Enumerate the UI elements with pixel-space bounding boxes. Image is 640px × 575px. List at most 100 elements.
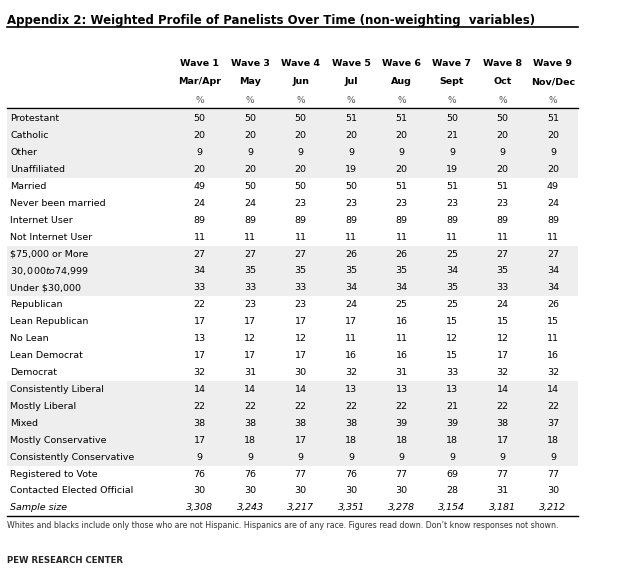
- Text: 11: 11: [446, 232, 458, 242]
- Text: 16: 16: [547, 351, 559, 360]
- Text: 18: 18: [345, 436, 357, 444]
- Text: 30: 30: [396, 486, 408, 496]
- Text: 89: 89: [244, 216, 256, 225]
- Text: 22: 22: [244, 402, 256, 411]
- Text: 89: 89: [446, 216, 458, 225]
- Text: 13: 13: [345, 385, 357, 394]
- Text: 9: 9: [399, 453, 404, 462]
- Text: 23: 23: [396, 199, 408, 208]
- Text: 22: 22: [396, 402, 408, 411]
- Bar: [7, 381, 578, 398]
- Text: 9: 9: [550, 453, 556, 462]
- Text: Married: Married: [10, 182, 47, 191]
- Text: 19: 19: [345, 165, 357, 174]
- Text: 27: 27: [194, 250, 205, 259]
- Text: 12: 12: [497, 334, 508, 343]
- Bar: [7, 161, 578, 178]
- Text: 9: 9: [499, 148, 506, 157]
- Text: 76: 76: [244, 470, 256, 478]
- Text: 20: 20: [497, 131, 508, 140]
- Text: 18: 18: [396, 436, 408, 444]
- Text: 33: 33: [294, 283, 307, 292]
- Text: %: %: [447, 97, 456, 105]
- Text: 51: 51: [345, 114, 357, 123]
- Text: 25: 25: [446, 250, 458, 259]
- Text: 9: 9: [247, 148, 253, 157]
- Text: 9: 9: [196, 453, 203, 462]
- Text: 31: 31: [396, 368, 408, 377]
- Text: 77: 77: [547, 470, 559, 478]
- Text: Wave 3: Wave 3: [230, 59, 269, 68]
- Text: 9: 9: [449, 453, 455, 462]
- Text: 89: 89: [294, 216, 307, 225]
- Text: 50: 50: [446, 114, 458, 123]
- Text: 17: 17: [294, 351, 307, 360]
- Text: 89: 89: [547, 216, 559, 225]
- Text: 23: 23: [244, 300, 256, 309]
- Text: 15: 15: [446, 317, 458, 326]
- Text: 14: 14: [244, 385, 256, 394]
- Text: 30: 30: [294, 486, 307, 496]
- Text: 17: 17: [497, 351, 508, 360]
- Text: 3,278: 3,278: [388, 504, 415, 512]
- Text: Consistently Liberal: Consistently Liberal: [10, 385, 104, 394]
- Text: Mar/Apr: Mar/Apr: [178, 78, 221, 86]
- Text: %: %: [397, 97, 406, 105]
- Text: 18: 18: [446, 436, 458, 444]
- Text: 27: 27: [244, 250, 256, 259]
- Text: Jun: Jun: [292, 78, 309, 86]
- Bar: [7, 279, 578, 296]
- Text: 77: 77: [294, 470, 307, 478]
- Text: 15: 15: [497, 317, 508, 326]
- Text: 38: 38: [244, 419, 256, 428]
- Text: 33: 33: [193, 283, 206, 292]
- Text: 12: 12: [446, 334, 458, 343]
- Text: Oct: Oct: [493, 78, 511, 86]
- Text: 17: 17: [497, 436, 508, 444]
- Text: 17: 17: [194, 351, 205, 360]
- Text: 33: 33: [497, 283, 509, 292]
- Text: PEW RESEARCH CENTER: PEW RESEARCH CENTER: [7, 557, 123, 565]
- Text: 26: 26: [396, 250, 408, 259]
- Text: 11: 11: [345, 334, 357, 343]
- Text: 31: 31: [497, 486, 509, 496]
- Text: Internet User: Internet User: [10, 216, 73, 225]
- Text: 50: 50: [497, 114, 508, 123]
- Text: 32: 32: [345, 368, 357, 377]
- Text: 30: 30: [547, 486, 559, 496]
- Text: Sample size: Sample size: [10, 504, 67, 512]
- Text: 51: 51: [396, 182, 408, 191]
- Text: 89: 89: [194, 216, 205, 225]
- Text: %: %: [195, 97, 204, 105]
- Text: 12: 12: [294, 334, 307, 343]
- Text: 9: 9: [196, 148, 203, 157]
- Text: 20: 20: [497, 165, 508, 174]
- Text: 9: 9: [399, 148, 404, 157]
- Text: 39: 39: [396, 419, 408, 428]
- Text: 22: 22: [345, 402, 357, 411]
- Bar: [7, 398, 578, 415]
- Text: 20: 20: [396, 131, 408, 140]
- Text: 11: 11: [294, 232, 307, 242]
- Text: Wave 5: Wave 5: [332, 59, 371, 68]
- Text: 9: 9: [550, 148, 556, 157]
- Text: 76: 76: [194, 470, 205, 478]
- Text: 26: 26: [345, 250, 357, 259]
- Bar: [7, 432, 578, 448]
- Text: 14: 14: [294, 385, 307, 394]
- Text: 14: 14: [497, 385, 508, 394]
- Text: Sept: Sept: [440, 78, 464, 86]
- Text: Under $30,000: Under $30,000: [10, 283, 81, 292]
- Text: 3,243: 3,243: [237, 504, 264, 512]
- Text: 13: 13: [193, 334, 205, 343]
- Text: 30: 30: [345, 486, 357, 496]
- Text: 51: 51: [446, 182, 458, 191]
- Text: 27: 27: [497, 250, 508, 259]
- Text: 50: 50: [294, 182, 307, 191]
- Text: 23: 23: [446, 199, 458, 208]
- Text: 34: 34: [547, 283, 559, 292]
- Text: Mixed: Mixed: [10, 419, 38, 428]
- Text: 24: 24: [194, 199, 205, 208]
- Text: 32: 32: [497, 368, 509, 377]
- Text: Registered to Vote: Registered to Vote: [10, 470, 98, 478]
